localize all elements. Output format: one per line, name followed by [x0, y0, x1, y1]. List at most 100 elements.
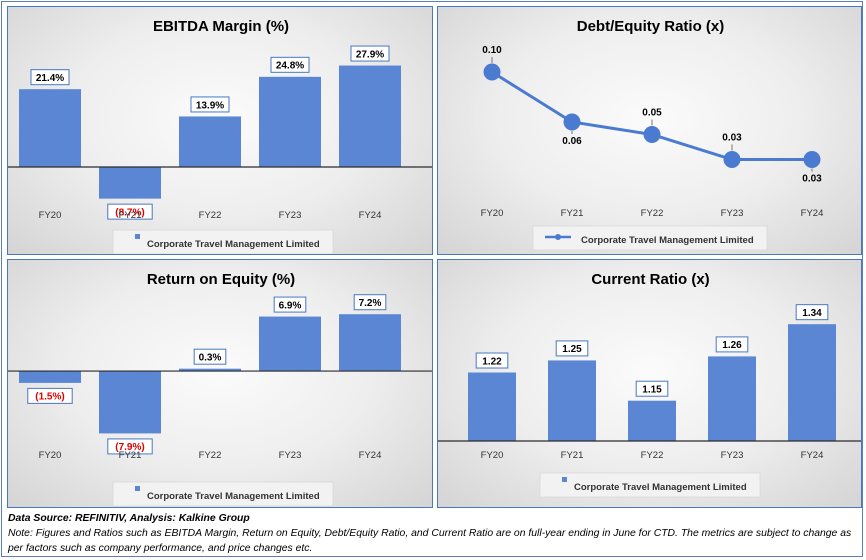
data-point: [723, 151, 741, 168]
footer-note: Note: Figures and Ratios such as EBITDA …: [8, 528, 852, 554]
category-label: FY23: [279, 450, 302, 461]
data-label: (7.9%): [107, 438, 153, 455]
chart-svg: Return on Equity (%) (1.5%) (7.9%) 0.3% 6.9%…: [8, 271, 432, 507]
svg-text:1.34: 1.34: [802, 308, 822, 319]
svg-text:(7.9%): (7.9%): [115, 442, 144, 453]
data-label: (1.5%): [27, 387, 73, 404]
bar: [19, 371, 81, 383]
debt-equity-panel: Debt/Equity Ratio (x) 0.10 0.06 0.05 0.03 0.0…: [437, 6, 862, 255]
legend-swatch-icon: [135, 234, 140, 239]
data-label: 27.9%: [350, 45, 390, 62]
category-label: FY24: [359, 450, 382, 461]
category-label: FY20: [481, 450, 504, 461]
data-label: 0.03: [722, 133, 742, 144]
category-label: FY22: [641, 208, 664, 219]
bar: [548, 360, 596, 441]
data-label: 1.25: [555, 340, 589, 357]
category-label: FY20: [39, 210, 62, 221]
bar: [259, 316, 321, 372]
svg-text:0.3%: 0.3%: [199, 352, 222, 363]
category-label: FY24: [801, 450, 824, 461]
category-label: FY23: [721, 450, 744, 461]
category-label: FY21: [561, 208, 584, 219]
legend-marker-icon: [555, 234, 561, 240]
data-point: [563, 113, 581, 131]
bar: [339, 314, 401, 372]
category-label: FY21: [561, 450, 584, 461]
return-on-equity-panel: Return on Equity (%) (1.5%) (7.9%) 0.3% 6.9%…: [7, 259, 433, 508]
chart-title: Current Ratio (x): [591, 271, 709, 288]
svg-text:7.2%: 7.2%: [359, 298, 382, 309]
svg-text:(1.5%): (1.5%): [35, 392, 64, 403]
bar: [628, 400, 676, 441]
current-ratio-panel: Current Ratio (x) 1.22 1.25 1.15 1.26 1.34 FY2…: [437, 259, 862, 508]
chart-title: Return on Equity (%): [147, 271, 295, 288]
data-label: 13.9%: [190, 96, 230, 113]
chart-title: Debt/Equity Ratio (x): [577, 18, 725, 35]
bar: [708, 356, 756, 441]
category-label: FY24: [359, 210, 382, 221]
category-label: FY21: [119, 210, 142, 221]
data-label: 0.05: [642, 108, 662, 119]
category-label: FY22: [199, 450, 222, 461]
legend-swatch-icon: [562, 477, 567, 482]
bar: [19, 89, 81, 167]
svg-text:1.15: 1.15: [642, 385, 662, 396]
category-label: FY22: [641, 450, 664, 461]
svg-text:24.8%: 24.8%: [276, 61, 304, 72]
chart-svg: EBITDA Margin (%) 21.4% (8.7%) 13.9% 24.8% 27…: [8, 18, 432, 254]
data-label: 21.4%: [30, 69, 70, 86]
data-label: 1.22: [475, 352, 509, 369]
category-label: FY21: [119, 450, 142, 461]
data-point: [483, 63, 501, 81]
data-label: (8.7%): [107, 203, 153, 220]
chart-svg: Debt/Equity Ratio (x) 0.10 0.06 0.05 0.03 0.0…: [481, 18, 823, 251]
bar: [179, 116, 241, 167]
bar: [99, 371, 161, 434]
category-label: FY22: [199, 210, 222, 221]
bar: [788, 324, 836, 441]
footer: Data Source: REFINITIV, Analysis: Kalkin…: [8, 511, 858, 556]
svg-text:1.22: 1.22: [482, 356, 502, 367]
svg-text:27.9%: 27.9%: [356, 49, 384, 60]
legend: Corporate Travel Management Limited: [539, 472, 761, 498]
legend-label: Corporate Travel Management Limited: [574, 482, 747, 493]
chart-title: EBITDA Margin (%): [153, 18, 289, 35]
bar: [99, 167, 161, 199]
legend-label: Corporate Travel Management Limited: [147, 239, 320, 250]
bar: [259, 76, 321, 167]
svg-text:6.9%: 6.9%: [279, 300, 302, 311]
data-label: 1.15: [635, 380, 669, 397]
category-label: FY23: [721, 208, 744, 219]
data-point: [643, 126, 661, 143]
svg-text:1.26: 1.26: [722, 340, 742, 351]
legend: Corporate Travel Management Limited: [532, 225, 768, 251]
category-label: FY23: [279, 210, 302, 221]
svg-text:13.9%: 13.9%: [196, 100, 224, 111]
legend-label: Corporate Travel Management Limited: [581, 235, 754, 246]
data-label: 6.9%: [273, 296, 307, 313]
data-point: [803, 151, 821, 168]
legend: Corporate Travel Management Limited: [112, 481, 334, 507]
bar: [468, 372, 516, 441]
data-label: 0.3%: [193, 348, 227, 365]
data-label: 0.10: [482, 45, 502, 56]
legend-label: Corporate Travel Management Limited: [147, 491, 320, 502]
data-label: 0.06: [562, 136, 582, 147]
data-label: 1.26: [715, 336, 749, 353]
svg-text:(8.7%): (8.7%): [115, 207, 144, 218]
legend: Corporate Travel Management Limited: [112, 229, 334, 254]
data-label: 7.2%: [353, 294, 387, 311]
bar: [339, 65, 401, 167]
data-label: 0.03: [802, 174, 822, 185]
legend-swatch-icon: [135, 486, 140, 491]
category-label: FY20: [39, 450, 62, 461]
bar: [179, 368, 241, 372]
data-label: 24.8%: [270, 56, 310, 73]
svg-text:21.4%: 21.4%: [36, 73, 64, 84]
ebitda-margin-panel: EBITDA Margin (%) 21.4% (8.7%) 13.9% 24.8% 27…: [7, 6, 433, 255]
category-label: FY20: [481, 208, 504, 219]
data-label: 1.34: [795, 304, 829, 321]
data-source: Data Source: REFINITIV, Analysis: Kalkin…: [8, 513, 250, 524]
